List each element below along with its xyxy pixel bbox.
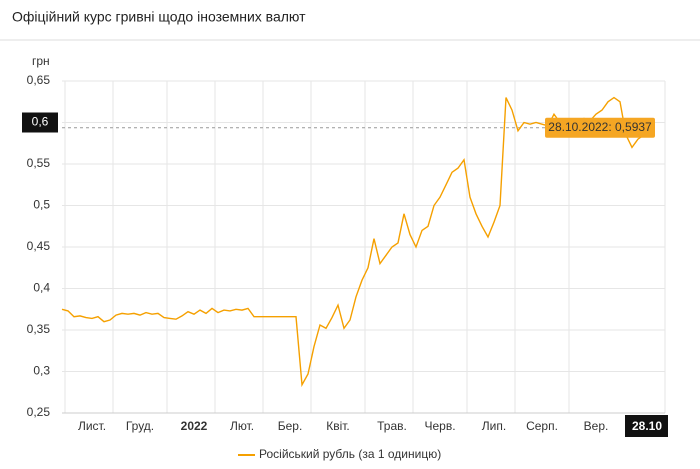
x-tick-label: 2022 bbox=[181, 419, 208, 433]
chart-title: Офіційний курс гривні щодо іноземних вал… bbox=[12, 9, 306, 25]
y-tick-label: 0,55 bbox=[27, 156, 51, 170]
tooltip-text: 28.10.2022: 0,5937 bbox=[548, 120, 652, 134]
x-tick-highlight bbox=[625, 415, 668, 437]
x-tick-label: Трав. bbox=[377, 419, 407, 433]
line bbox=[61, 96, 651, 388]
y-tick-label: 0,4 bbox=[33, 281, 50, 295]
y-tick-highlight bbox=[22, 112, 58, 133]
x-tick-label: 28.10 bbox=[632, 419, 662, 433]
x-tick-label: Лют. bbox=[230, 419, 254, 433]
x-tick-label: Черв. bbox=[424, 419, 455, 433]
x-tick-label: Груд. bbox=[126, 419, 154, 433]
x-tick-label: Квіт. bbox=[326, 419, 350, 433]
y-tick-label: 0,3 bbox=[33, 364, 50, 378]
y-tick-label: 0,5 bbox=[33, 198, 50, 212]
y-axis-label: грн bbox=[32, 54, 50, 68]
legend-label: Російський рубль (за 1 одиницю) bbox=[259, 447, 441, 461]
y-tick-label: 0,6 bbox=[32, 115, 49, 129]
y-tick-label: 0,45 bbox=[27, 239, 51, 253]
x-tick-label: Серп. bbox=[526, 419, 558, 433]
x-tick-label: Лист. bbox=[78, 419, 106, 433]
y-tick-label: 0,35 bbox=[27, 322, 51, 336]
y-tick-label: 0,65 bbox=[27, 73, 51, 87]
tooltip-box bbox=[545, 117, 655, 138]
y-tick-label: 0,25 bbox=[27, 405, 51, 419]
x-tick-label: Лип. bbox=[482, 419, 506, 433]
x-tick-label: Вер. bbox=[584, 419, 609, 433]
x-tick-label: Бер. bbox=[278, 419, 303, 433]
